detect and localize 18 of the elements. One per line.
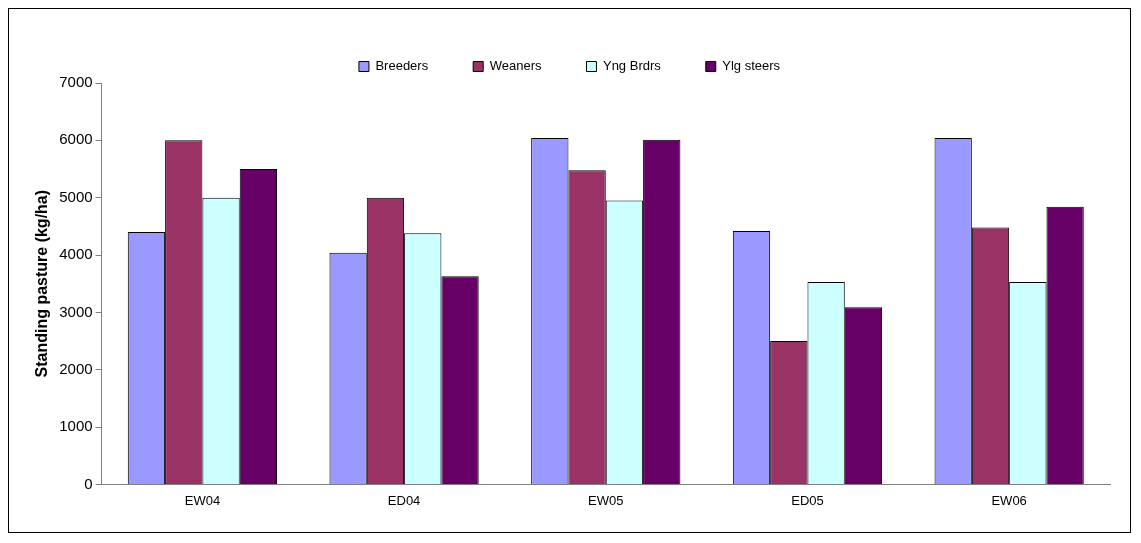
legend-label: Yng Brdrs (602, 58, 662, 74)
x-tick-label: EW05 (588, 492, 624, 508)
x-tick-label: EW04 (184, 492, 221, 508)
x-tick-label: ED05 (791, 492, 824, 508)
y-tick-label: 0 (84, 474, 93, 492)
x-tick-label: ED04 (387, 492, 421, 508)
y-tick-label: 5000 (59, 187, 93, 205)
y-tick-label: 3000 (59, 302, 93, 320)
y-tick-label: 6000 (59, 130, 93, 148)
legend-label: Ylg steers (722, 58, 781, 74)
legend-label: Weaners (489, 58, 542, 74)
y-tick-label: 2000 (59, 359, 93, 377)
y-axis-title: Standing pasture (kg/ha) (33, 189, 51, 378)
y-tick-label: 4000 (59, 245, 93, 263)
legend-label: Breeders (375, 58, 429, 74)
x-tick-label: EW06 (991, 492, 1027, 508)
y-tick-label: 7000 (59, 73, 93, 91)
y-tick-label: 1000 (59, 417, 93, 435)
